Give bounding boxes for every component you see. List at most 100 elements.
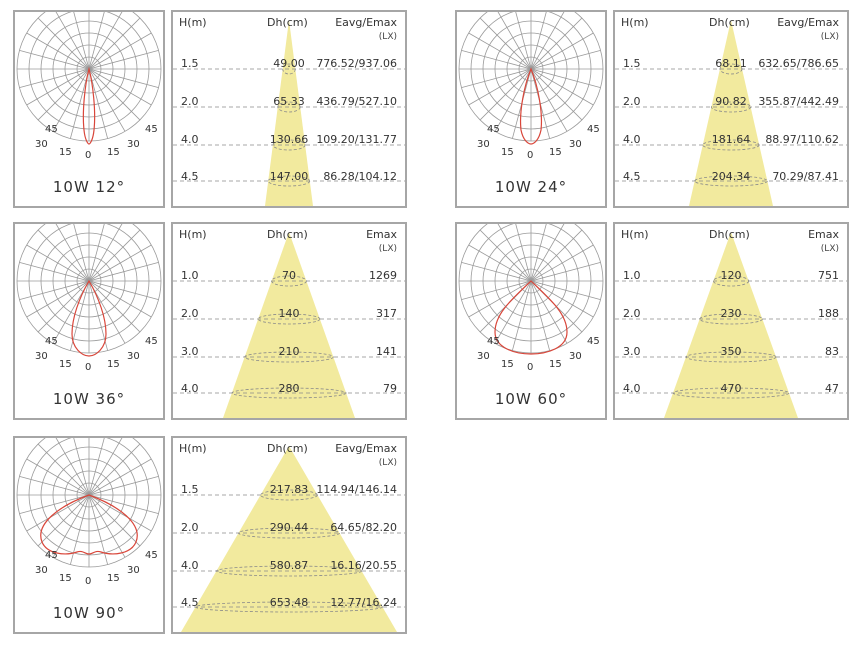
cell-illuminance: 109.20/131.77 [316,133,397,146]
cell-diameter: 230 [720,307,742,320]
angle-label: 0 [527,362,534,373]
col-header-diameter: Dh(cm) [709,228,750,241]
polar-diagram: 45 30 15 0 15 30 45 10W 36° [13,222,165,420]
cell-illuminance: 16.16/20.55 [330,559,397,572]
polar-diagram: 45 30 15 0 15 30 45 10W 24° [455,10,607,208]
angle-label: 45 [45,336,58,347]
cell-illuminance: 188 [818,307,839,320]
unit-label: (LX) [820,32,839,42]
beam-polygon [689,20,773,206]
cell-height: 4.0 [181,382,199,395]
unit-label: (LX) [378,32,397,42]
cell-illuminance: 632.65/786.65 [758,57,839,70]
cell-diameter: 70 [282,269,296,282]
col-header-diameter: Dh(cm) [709,16,750,29]
cell-height: 1.5 [181,57,199,70]
cell-illuminance: 79 [383,382,397,395]
cell-height: 1.0 [623,269,641,282]
cell-diameter: 350 [720,345,742,358]
col-header-height: H(m) [179,228,207,241]
angle-label: 0 [85,150,92,161]
angle-label: 30 [35,139,48,150]
cell-height: 1.5 [181,483,199,496]
cell-height: 1.0 [181,269,199,282]
beam-polygon [664,232,798,418]
angle-label: 45 [145,124,158,135]
beam-cone [173,446,405,632]
cell-illuminance: 64.65/82.20 [330,521,397,534]
cell-height: 4.5 [181,170,199,183]
cell-diameter: 90.82 [715,95,747,108]
intensity-curve [494,280,568,355]
beam-ellipse [702,139,760,151]
beam-cone [173,20,405,206]
beam-ellipse [260,489,318,501]
cell-illuminance: 83 [825,345,839,358]
intensity-curve [519,67,543,145]
cell-diameter: 49.00 [273,57,305,70]
polar-grid [16,12,162,145]
cell-illuminance: 317 [376,307,397,320]
angle-label: 30 [127,565,140,576]
beam-caption: 10W 60° [494,390,568,408]
angle-label: 15 [501,147,514,158]
unit-label: (LX) [820,244,839,254]
polar-grid [16,224,162,357]
cell-diameter: 68.11 [715,57,747,70]
angle-label: 45 [145,336,158,347]
angle-label: 15 [59,359,72,370]
cell-illuminance: 114.94/146.14 [316,483,397,496]
angle-label: 15 [549,359,562,370]
intensity-curve [71,279,107,357]
beam-cone [615,232,847,418]
polar-grid [16,438,162,568]
beam-caption: 10W 12° [52,178,126,196]
angle-label: 30 [477,139,490,150]
col-header-illuminance: Emax [808,228,839,241]
col-header-height: H(m) [621,228,649,241]
cell-diameter: 65.33 [273,95,305,108]
cell-diameter: 653.48 [269,596,309,609]
cell-diameter: 290.44 [269,521,309,534]
cell-diameter: 470 [720,382,742,395]
beam-caption: 10W 90° [52,604,126,622]
angle-label: 30 [35,565,48,576]
cell-height: 2.0 [181,307,199,320]
angle-label: 45 [487,336,500,347]
cell-diameter: 210 [278,345,300,358]
angle-label: 30 [477,351,490,362]
illuminance-table: H(m) Dh(cm) Emax (LX) 1.0 120 751 2.0 230 188 3.0 3… [613,222,849,420]
cell-height: 4.0 [181,133,199,146]
intensity-curve [40,494,138,555]
cell-illuminance: 47 [825,382,839,395]
cell-diameter: 204.34 [711,170,751,183]
cell-diameter: 217.83 [269,483,309,496]
cell-height: 2.0 [181,95,199,108]
cell-diameter: 140 [278,307,300,320]
angle-label: 30 [127,139,140,150]
angle-label: 0 [527,150,534,161]
col-header-height: H(m) [179,442,207,455]
angle-label: 45 [587,336,600,347]
angle-label: 0 [85,362,92,373]
beam-ellipse [257,313,321,325]
angle-label: 30 [569,351,582,362]
polar-diagram: 45 30 15 0 15 30 45 10W 90° [13,436,165,634]
polar-diagram: 45 30 15 0 15 30 45 10W 60° [455,222,607,420]
cell-illuminance: 1269 [369,269,397,282]
angle-label: 15 [59,573,72,584]
angle-label: 30 [569,139,582,150]
cell-illuminance: 355.87/442.49 [758,95,839,108]
illuminance-table: H(m) Dh(cm) Eavg/Emax (LX) 1.5 68.11 632.65/78… [613,10,849,208]
polar-grid [458,224,604,355]
illuminance-table: H(m) Dh(cm) Eavg/Emax (LX) 1.5 49.00 776.52/93… [171,10,407,208]
cell-height: 2.0 [623,95,641,108]
beam-caption: 10W 36° [52,390,126,408]
cell-height: 1.5 [623,57,641,70]
beam-cone [173,232,405,418]
beam-polygon [223,232,355,418]
illuminance-table: H(m) Dh(cm) Eavg/Emax (LX) 1.5 217.83 114.94/1… [171,436,407,634]
cell-height: 4.5 [623,170,641,183]
cell-height: 3.0 [181,345,199,358]
cell-illuminance: 70.29/87.41 [772,170,839,183]
